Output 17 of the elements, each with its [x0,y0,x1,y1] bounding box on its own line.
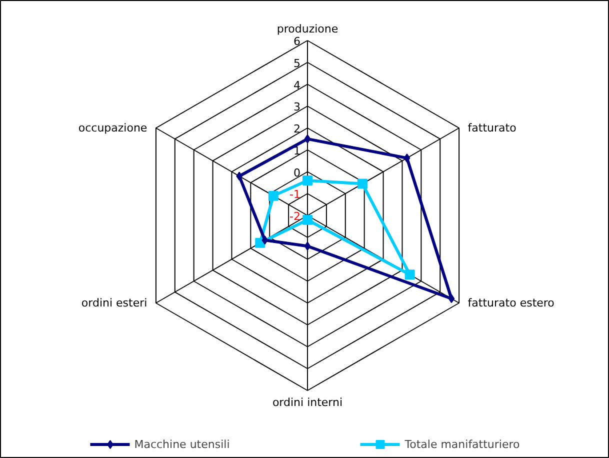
legend-label: Macchine utensili [134,438,230,450]
y-tick-label: 6 [294,35,300,48]
y-tick-label: 5 [294,56,300,70]
spoke-label: fatturato estero [468,296,555,310]
y-tick-label: 4 [294,78,300,92]
spoke-label: ordini esteri [81,296,148,310]
spoke-label: produzione [276,22,338,36]
y-tick-label: 3 [294,100,300,114]
spoke-label: occupazione [78,122,148,134]
y-tick-label: 1 [294,144,300,158]
y-tick-label: -1 [290,188,300,202]
spoke-label: fatturato [468,122,517,134]
y-tick-label: 2 [294,122,300,136]
y-tick-label: 0 [294,166,300,180]
spoke-label: ordini interni [272,396,343,409]
legend-label: Totale manifatturiero [404,438,520,450]
y-tick-label: -2 [290,210,300,223]
